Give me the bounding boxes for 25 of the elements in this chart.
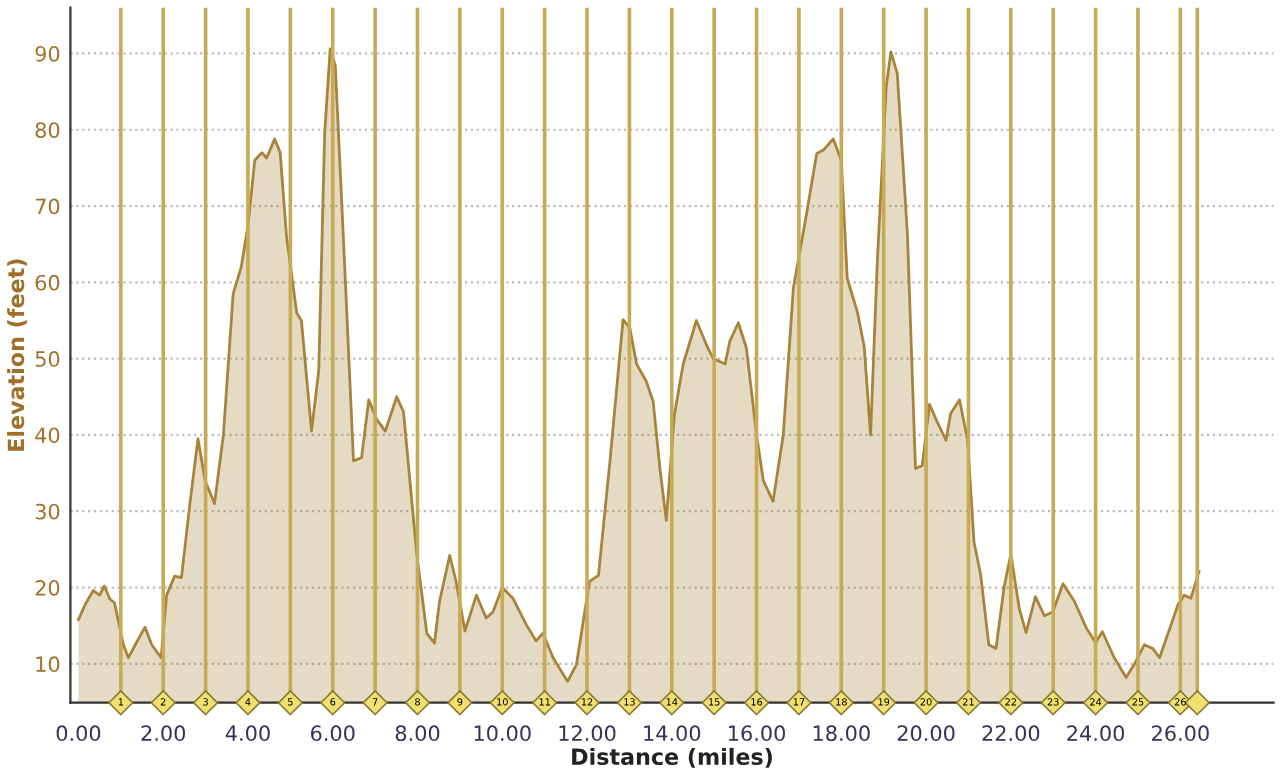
x-tick-label: 0.00 [56,725,101,742]
x-tick-label: 26.00 [1152,725,1209,742]
x-tick-label: 8.00 [395,725,440,742]
y-tick-label: 10 [36,656,60,673]
x-tick-label: 24.00 [1067,725,1125,742]
x-tick-label: 20.00 [897,725,955,742]
x-tick-label: 4.00 [225,725,270,742]
y-tick-label: 50 [35,351,60,367]
x-tick-label: 16.00 [729,725,785,742]
x-axis-title: Distance (miles) [572,747,772,768]
y-tick-label: 30 [35,503,60,520]
y-tick-label: 40 [35,427,60,444]
x-tick-label: 10.00 [474,725,531,742]
x-tick-label: 14.00 [644,725,701,742]
x-tick-label: 18.00 [813,725,870,742]
x-tick-label: 6.00 [311,725,355,742]
y-axis-title: Elevation (feet) [7,259,27,451]
y-tick-label: 80 [35,122,60,138]
x-tick-label: 22.00 [982,725,1040,742]
y-tick-label: 70 [35,198,60,215]
y-tick-label: 60 [35,274,60,291]
x-tick-label: 2.00 [141,725,186,742]
y-tick-label: 20 [35,579,60,596]
y-tick-label: 90 [35,45,60,62]
x-tick-label: 12.00 [559,725,616,742]
